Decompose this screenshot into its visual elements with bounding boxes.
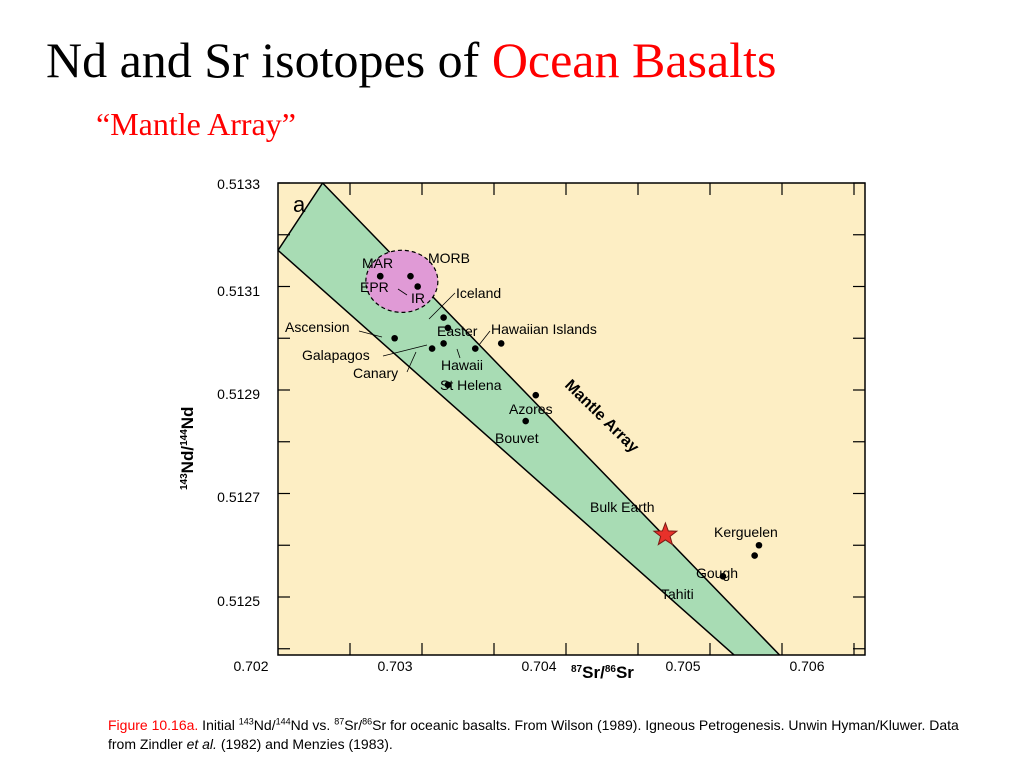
caption-text: Initial	[198, 717, 239, 733]
point-label: Gough	[696, 565, 738, 581]
point-label: MAR	[362, 255, 393, 271]
slide-subtitle: “Mantle Array”	[96, 106, 296, 142]
point-label: Easter	[437, 323, 478, 339]
y-tick-labels: 0.5133 0.5131 0.5129 0.5127 0.5125	[217, 176, 260, 609]
bulk-earth-label: Bulk Earth	[590, 499, 655, 515]
data-point	[444, 381, 452, 389]
axis-ticks	[278, 182, 865, 655]
x-tick-labels: 0.702 0.703 0.704 0.705 0.706	[233, 658, 824, 674]
y-tick-label: 0.5133	[217, 176, 260, 192]
figure-caption: Figure 10.16a. Initial 143Nd/144Nd vs. 8…	[108, 716, 988, 754]
caption-text: (1982) and Menzies (1983).	[216, 736, 393, 752]
data-point	[376, 272, 384, 280]
panel-label: a	[293, 192, 306, 217]
point-label: EPR	[360, 279, 389, 295]
point-label: Kerguelen	[714, 524, 778, 540]
caption-italic: et al.	[186, 736, 217, 752]
data-point	[391, 334, 398, 342]
x-tick-label: 0.705	[665, 658, 700, 674]
point-label: St Helena	[440, 377, 502, 393]
data-point	[497, 340, 505, 347]
point-label: Canary	[353, 365, 398, 381]
x-tick-label: 0.703	[377, 658, 412, 674]
leader-line	[428, 292, 456, 320]
morb-field	[365, 249, 439, 313]
point-label: Azores	[509, 401, 553, 417]
point-labels: MAR EPR IR Iceland Easter Ascension Gala…	[285, 255, 778, 602]
data-point	[428, 345, 436, 352]
leader-lines	[358, 288, 491, 373]
caption-text: Nd/	[253, 717, 276, 733]
data-point	[755, 541, 763, 549]
data-point	[471, 345, 479, 352]
data-point	[444, 324, 452, 332]
point-label: Hawaii	[441, 357, 483, 373]
caption-superscript: 86	[362, 716, 373, 727]
leader-line	[397, 288, 408, 296]
caption-text: Sr/	[344, 717, 363, 733]
point-label: Ascension	[285, 319, 350, 335]
y-axis-label: 143Nd/144Nd	[178, 407, 197, 490]
x-axis-label: 87Sr/86Sr	[571, 663, 634, 682]
data-point	[719, 573, 727, 580]
caption-text: Sr for oceanic basalts. From Wilson (198…	[108, 717, 959, 752]
y-tick-label: 0.5125	[217, 593, 260, 609]
caption-superscript: 144	[275, 716, 291, 727]
data-point	[751, 552, 758, 559]
y-tick-label: 0.5131	[217, 283, 260, 299]
point-label: Hawaiian Islands	[491, 321, 597, 337]
data-point	[407, 272, 414, 280]
leader-line	[478, 330, 491, 346]
morb-label: MORB	[428, 250, 470, 266]
x-tick-label: 0.704	[521, 658, 556, 674]
bulk-earth-star	[652, 521, 679, 546]
point-label: Tahiti	[661, 586, 694, 602]
data-point	[522, 417, 529, 425]
data-points	[376, 272, 763, 580]
data-point	[440, 314, 447, 321]
leader-line	[406, 351, 417, 373]
x-tick-label: 0.702	[233, 658, 268, 674]
point-label: Iceland	[456, 285, 501, 301]
data-point	[532, 391, 540, 399]
title-text: Nd and Sr isotopes of	[46, 32, 492, 88]
slide-title: Nd and Sr isotopes of Ocean Basalts	[46, 30, 776, 90]
point-label: Bouvet	[495, 430, 539, 446]
caption-superscript: 143	[238, 716, 254, 727]
y-tick-label: 0.5129	[217, 386, 260, 402]
y-tick-label: 0.5127	[217, 489, 260, 505]
title-accent-text: Ocean Basalts	[491, 32, 777, 88]
caption-figure-ref: Figure 10.16a.	[108, 717, 199, 733]
caption-superscript: 87	[334, 716, 345, 727]
point-label: Galapagos	[302, 347, 370, 363]
caption-text: Nd vs.	[290, 717, 335, 733]
leader-line	[382, 344, 428, 357]
leader-line	[358, 330, 383, 338]
plot-frame	[277, 182, 866, 656]
point-label: IR	[411, 290, 425, 306]
leader-line	[456, 348, 461, 359]
data-point	[414, 283, 421, 290]
data-point	[440, 340, 447, 347]
x-tick-label: 0.706	[789, 658, 824, 674]
